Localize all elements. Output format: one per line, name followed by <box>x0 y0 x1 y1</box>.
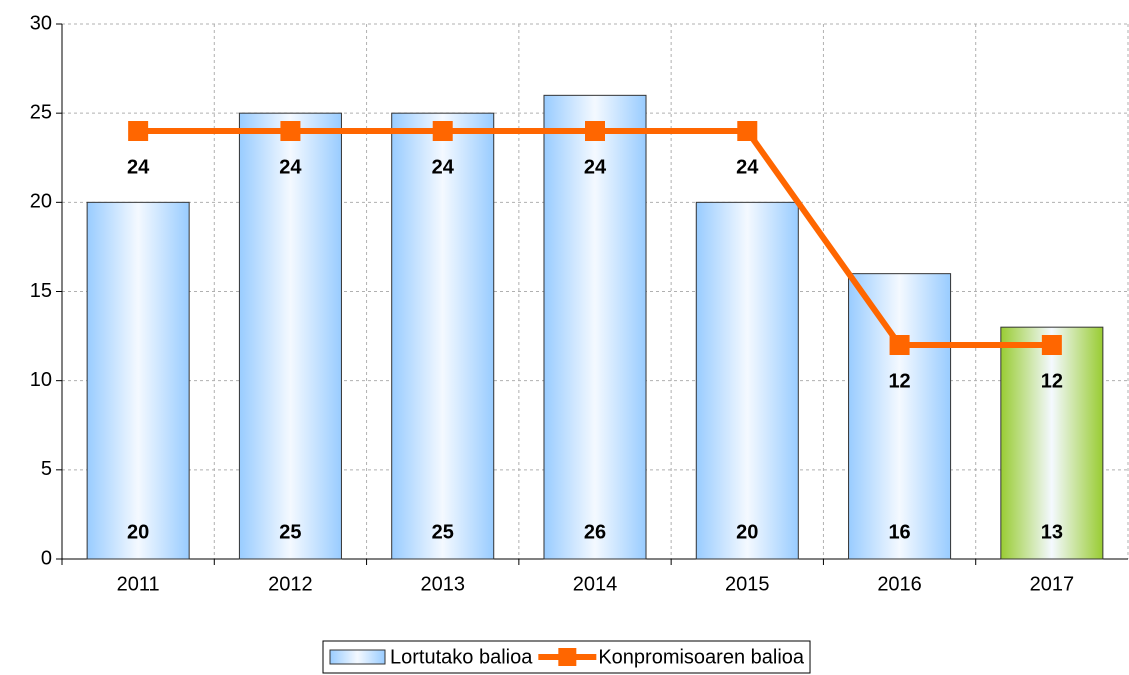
y-tick-label: 30 <box>30 12 52 34</box>
line-value-label: 12 <box>1041 370 1063 392</box>
line-value-label: 24 <box>279 156 302 178</box>
line-marker <box>737 121 758 141</box>
line-value-label: 12 <box>888 370 910 392</box>
x-tick-label: 2012 <box>268 573 313 595</box>
bar <box>695 201 799 560</box>
line-value-label: 24 <box>584 156 607 178</box>
y-tick-label: 15 <box>30 280 52 302</box>
x-tick-label: 2016 <box>877 573 922 595</box>
line-marker <box>889 335 910 355</box>
bar <box>1000 326 1104 560</box>
x-tick-label: 2015 <box>725 573 770 595</box>
y-tick-label: 10 <box>30 369 52 391</box>
line-value-label: 24 <box>127 156 150 178</box>
bar-value-label: 13 <box>1041 521 1063 543</box>
bar-value-label: 25 <box>279 521 301 543</box>
bar-value-label: 26 <box>584 521 606 543</box>
line-value-label: 24 <box>432 156 455 178</box>
y-tick-label: 5 <box>41 458 52 480</box>
legend-label: Konpromisoaren balioa <box>598 646 805 668</box>
legend-label: Lortutako balioa <box>390 646 533 668</box>
line-marker <box>585 121 605 141</box>
x-tick-label: 2013 <box>420 573 465 595</box>
bar <box>391 112 495 560</box>
y-tick-label: 25 <box>30 101 52 123</box>
line-value-label: 24 <box>736 156 759 178</box>
bar-value-label: 20 <box>127 521 149 543</box>
bar <box>543 94 647 560</box>
x-tick-label: 2014 <box>573 573 618 595</box>
bar-value-label: 25 <box>432 521 454 543</box>
bar <box>238 112 342 560</box>
x-tick-label: 2011 <box>117 573 160 595</box>
x-tick-label: 2017 <box>1030 573 1075 595</box>
bar <box>86 201 190 560</box>
bar-value-label: 20 <box>736 521 758 543</box>
y-tick-label: 0 <box>41 547 52 569</box>
legend: Lortutako balioa Konpromisoaren balioa <box>322 640 811 674</box>
bar-value-label: 16 <box>888 521 910 543</box>
line-marker <box>1041 335 1062 355</box>
bar <box>848 273 952 560</box>
legend-swatch <box>329 649 386 665</box>
legend-marker <box>558 648 577 666</box>
line-marker <box>280 121 301 141</box>
line-marker <box>432 121 453 141</box>
y-tick-label: 20 <box>30 191 52 213</box>
line-marker <box>128 121 149 141</box>
